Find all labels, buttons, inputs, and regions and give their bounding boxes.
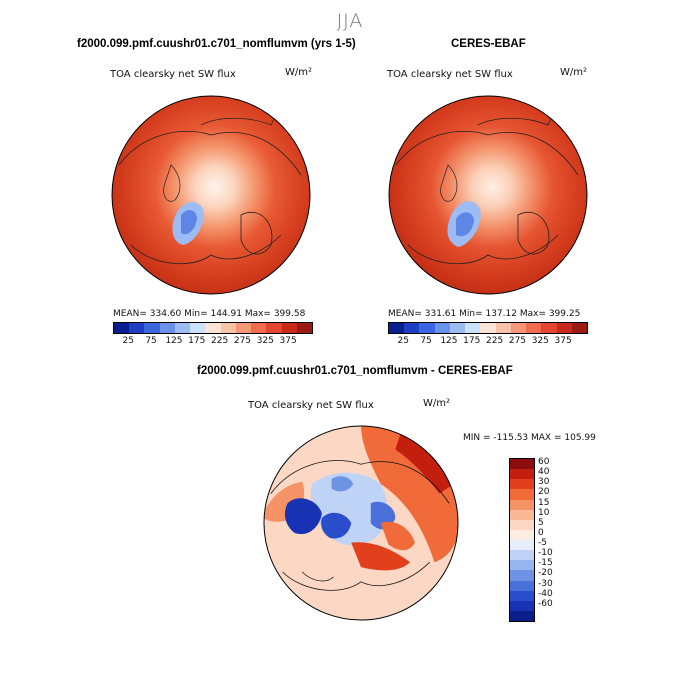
diff-panel-minmax: MIN = -115.53 MAX = 105.99	[463, 433, 596, 443]
colorbar-swatch	[510, 580, 534, 591]
colorbar-swatch	[510, 590, 534, 601]
colorbar-swatch	[510, 610, 534, 621]
colorbar-swatch	[510, 509, 534, 520]
colorbar-swatch	[510, 529, 534, 540]
colorbar-tick-label: 0	[538, 527, 544, 538]
colorbar-tick-label: 10	[538, 507, 550, 518]
colorbar-swatch	[296, 323, 313, 333]
colorbar-swatch	[220, 323, 236, 333]
colorbar-swatch	[190, 323, 206, 333]
colorbar-tick-label: -10	[538, 548, 553, 559]
colorbar-tick-label: 40	[538, 467, 550, 478]
colorbar-swatch	[419, 323, 435, 333]
colorbar-swatch	[510, 540, 534, 551]
colorbar-tick-label: 25	[397, 336, 409, 346]
colorbar-swatch	[510, 600, 534, 611]
colorbar-tick-label: 15	[538, 497, 550, 508]
diff-panel-units: W/m²	[423, 398, 451, 409]
colorbar-swatch	[159, 323, 175, 333]
panel-1-colorbar-ticks: 25 75 125 175 225 275 325 375	[113, 336, 311, 348]
diff-colorbar-ticks: 60 40 30 20 15 10 5 0 -5 -10 -15 -20 -30 -40 -60	[538, 457, 578, 620]
colorbar-swatch	[174, 323, 191, 333]
colorbar-tick-label: 75	[145, 336, 157, 346]
colorbar-tick-label: 60	[538, 457, 550, 468]
colorbar-tick-label: -20	[538, 568, 553, 579]
colorbar-tick-label: 225	[211, 336, 229, 346]
colorbar-swatch	[235, 323, 252, 333]
colorbar-tick-label: 75	[420, 336, 432, 346]
panel-2-units: W/m²	[560, 67, 588, 78]
colorbar-swatch	[510, 499, 534, 510]
colorbar-swatch	[510, 519, 534, 530]
colorbar-swatch	[510, 479, 534, 490]
colorbar-tick-label: 30	[538, 477, 550, 488]
colorbar-swatch	[510, 459, 534, 470]
colorbar-swatch	[449, 323, 466, 333]
diff-colorbar	[509, 458, 535, 622]
colorbar-swatch	[510, 489, 534, 500]
colorbar-tick-label: 275	[233, 336, 252, 346]
colorbar-tick-label: 5	[538, 517, 544, 528]
panel-2-polar-map	[388, 95, 588, 295]
panel-1-variable: TOA clearsky net SW flux	[110, 69, 236, 80]
colorbar-swatch	[144, 323, 160, 333]
diff-panel-variable: TOA clearsky net SW flux	[248, 400, 374, 411]
colorbar-swatch	[510, 469, 534, 480]
colorbar-tick-label: 225	[486, 336, 504, 346]
panel-2-title: CERES-EBAF	[451, 38, 526, 50]
panel-1-title: f2000.099.pmf.cuushr01.c701_nomflumvm (y…	[77, 38, 356, 50]
colorbar-swatch	[404, 323, 420, 333]
panel-2-colorbar-ticks: 25 75 125 175 225 275 325 375	[388, 336, 586, 348]
colorbar-swatch	[541, 323, 557, 333]
colorbar-tick-label: 175	[463, 336, 481, 346]
colorbar-tick-label: 375	[554, 336, 572, 346]
colorbar-swatch	[389, 323, 405, 333]
colorbar-swatch	[510, 323, 527, 333]
colorbar-swatch	[281, 323, 297, 333]
diff-polar-map	[263, 425, 459, 621]
panel-2-colorbar	[388, 322, 588, 334]
colorbar-swatch	[205, 323, 221, 333]
panel-1-colorbar	[113, 322, 313, 334]
colorbar-swatch	[251, 323, 267, 333]
colorbar-swatch	[480, 323, 496, 333]
colorbar-tick-label: 125	[440, 336, 458, 346]
colorbar-tick-label: 275	[508, 336, 527, 346]
colorbar-swatch	[556, 323, 572, 333]
panel-2-variable: TOA clearsky net SW flux	[387, 69, 513, 80]
colorbar-swatch	[495, 323, 511, 333]
colorbar-swatch	[571, 323, 588, 333]
colorbar-tick-label: 325	[531, 336, 549, 346]
colorbar-swatch	[114, 323, 130, 333]
colorbar-swatch	[510, 570, 534, 581]
colorbar-swatch	[266, 323, 282, 333]
colorbar-tick-label: 375	[279, 336, 297, 346]
diff-panel-title: f2000.099.pmf.cuushr01.c701_nomflumvm - …	[197, 365, 513, 377]
colorbar-swatch	[434, 323, 450, 333]
colorbar-tick-label: 25	[122, 336, 134, 346]
colorbar-swatch	[465, 323, 481, 333]
colorbar-tick-label: -40	[538, 588, 553, 599]
panel-2-stats: MEAN= 331.61 Min= 137.12 Max= 399.25	[388, 309, 581, 319]
colorbar-swatch	[510, 560, 534, 571]
panel-1-polar-map	[111, 95, 311, 295]
colorbar-tick-label: -30	[538, 578, 553, 589]
colorbar-tick-label: -15	[538, 558, 553, 569]
colorbar-tick-label: 20	[538, 487, 550, 498]
colorbar-swatch	[129, 323, 145, 333]
panel-1-stats: MEAN= 334.60 Min= 144.91 Max= 399.58	[113, 309, 306, 319]
colorbar-tick-label: 175	[188, 336, 206, 346]
season-title: JJA	[336, 10, 364, 32]
colorbar-tick-label: -60	[538, 598, 553, 609]
colorbar-tick-label: 125	[165, 336, 183, 346]
colorbar-swatch	[510, 550, 534, 561]
colorbar-tick-label: -5	[538, 538, 547, 549]
colorbar-swatch	[526, 323, 542, 333]
colorbar-tick-label: 325	[256, 336, 274, 346]
panel-1-units: W/m²	[285, 67, 313, 78]
